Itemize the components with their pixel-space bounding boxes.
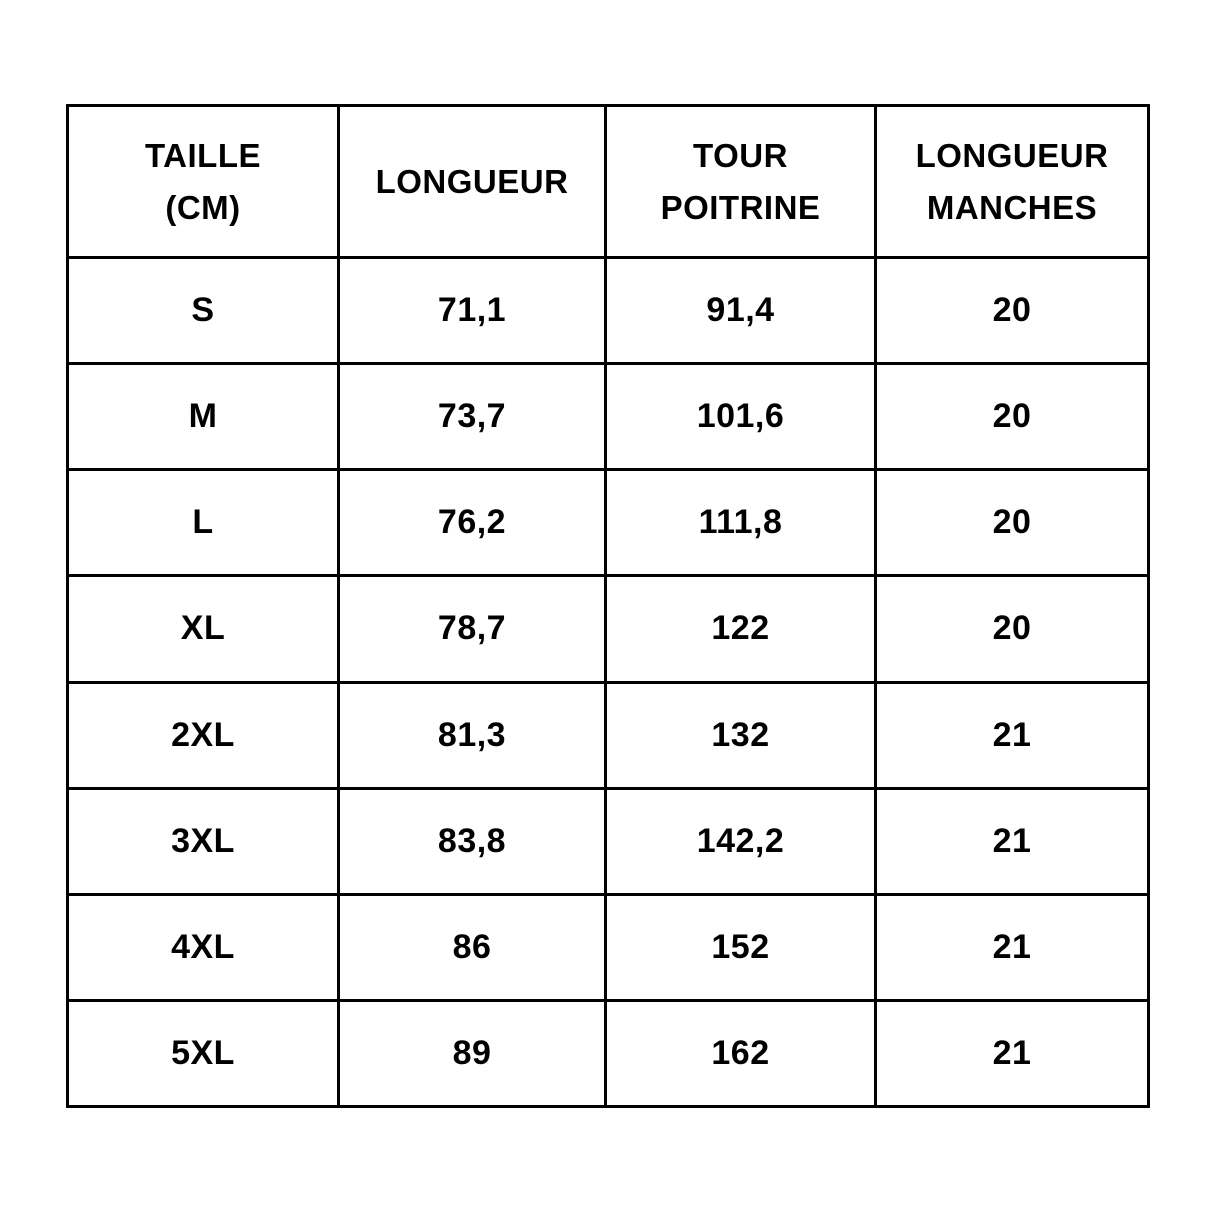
cell-longueur: 83,8 [337,786,607,896]
cell-longueur-manches: 21 [874,892,1150,1002]
cell-longueur: 89 [337,998,607,1109]
cell-longueur-manches: 20 [874,468,1150,578]
cell-longueur-manches: 20 [874,362,1150,472]
column-header-longueur-manches: LONGUEUR MANCHES [874,104,1150,259]
cell-tour-poitrine: 152 [604,892,877,1002]
cell-longueur: 78,7 [337,574,607,684]
row-label-size: 5XL [66,998,340,1109]
cell-tour-poitrine: 142,2 [604,786,877,896]
cell-longueur: 86 [337,892,607,1002]
size-chart-body: S 71,1 91,4 20 M 73,7 101,6 20 L 76,2 11… [66,255,1150,1109]
table-row: S 71,1 91,4 20 [66,255,1150,366]
cell-longueur-manches: 21 [874,786,1150,896]
cell-longueur: 81,3 [337,680,607,790]
table-row: 5XL 89 162 21 [66,998,1150,1109]
table-row: M 73,7 101,6 20 [66,362,1150,472]
row-label-size: 3XL [66,786,340,896]
cell-tour-poitrine: 111,8 [604,468,877,578]
cell-longueur-manches: 21 [874,998,1150,1109]
column-header-taille: TAILLE (CM) [66,104,340,259]
row-label-size: XL [66,574,340,684]
column-header-longueur: LONGUEUR [337,104,607,259]
cell-tour-poitrine: 122 [604,574,877,684]
cell-longueur-manches: 20 [874,574,1150,684]
cell-longueur: 71,1 [337,255,607,366]
header-row: TAILLE (CM) LONGUEUR TOUR POITRINE LONGU… [66,104,1150,259]
cell-longueur: 76,2 [337,468,607,578]
table-row: XL 78,7 122 20 [66,574,1150,684]
cell-tour-poitrine: 162 [604,998,877,1109]
table-row: L 76,2 111,8 20 [66,468,1150,578]
table-row: 4XL 86 152 21 [66,892,1150,1002]
cell-longueur-manches: 20 [874,255,1150,366]
table-row: 3XL 83,8 142,2 21 [66,786,1150,896]
row-label-size: L [66,468,340,578]
cell-tour-poitrine: 91,4 [604,255,877,366]
column-header-tour-poitrine: TOUR POITRINE [604,104,877,259]
size-chart-header: TAILLE (CM) LONGUEUR TOUR POITRINE LONGU… [66,104,1150,259]
size-chart-table: TAILLE (CM) LONGUEUR TOUR POITRINE LONGU… [66,104,1150,1109]
row-label-size: S [66,255,340,366]
cell-tour-poitrine: 101,6 [604,362,877,472]
row-label-size: M [66,362,340,472]
cell-longueur: 73,7 [337,362,607,472]
cell-tour-poitrine: 132 [604,680,877,790]
cell-longueur-manches: 21 [874,680,1150,790]
table-row: 2XL 81,3 132 21 [66,680,1150,790]
row-label-size: 2XL [66,680,340,790]
row-label-size: 4XL [66,892,340,1002]
